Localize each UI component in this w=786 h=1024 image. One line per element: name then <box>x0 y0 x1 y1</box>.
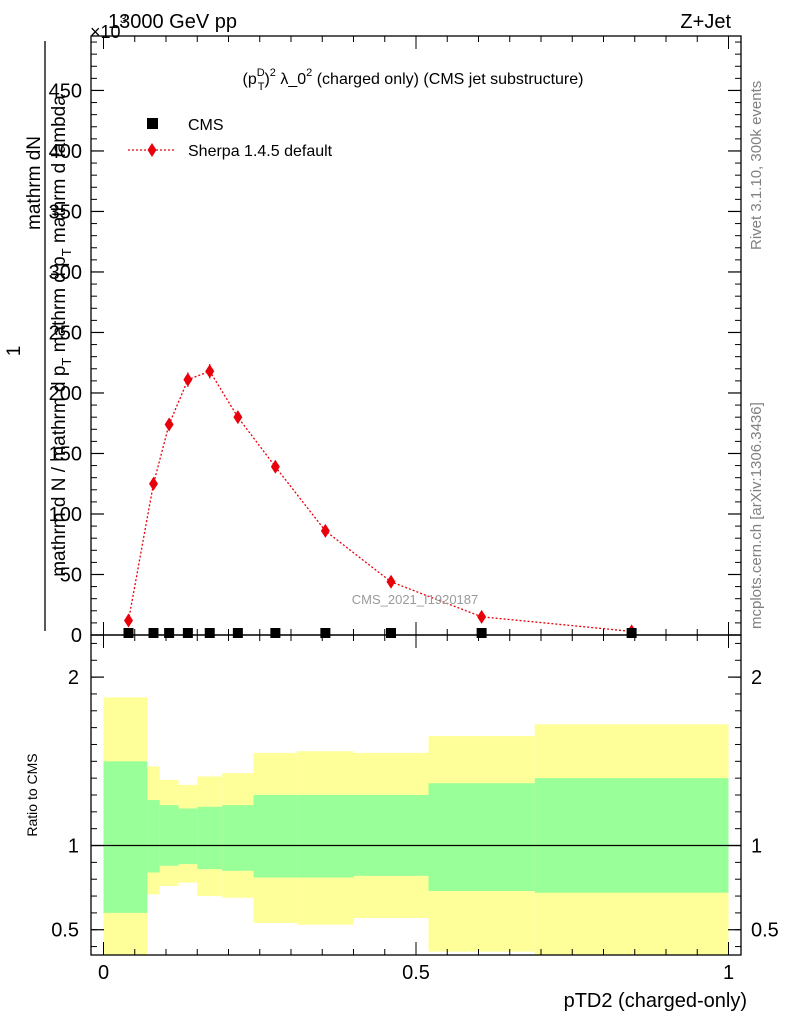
sherpa-point <box>183 372 193 387</box>
legend-sherpa-label: Sherpa 1.4.5 default <box>188 143 333 160</box>
inner-band-bin-7 <box>297 795 354 878</box>
main-y-tick-label: 250 <box>49 322 82 344</box>
main-y-axis-label: mathrm dN 1 mathrm d N / mathrm d pT mat… <box>4 41 74 631</box>
cms-point <box>320 628 331 638</box>
main-y-tick-label: 100 <box>49 504 82 526</box>
main-y-tick-label: 450 <box>49 80 82 102</box>
inner-band-bin-10 <box>534 778 729 893</box>
inner-band-bin-1 <box>147 800 160 873</box>
inner-band-bin-9 <box>428 783 535 891</box>
ratio-y-tick-label-right: 0.5 <box>751 920 779 942</box>
inner-band-bin-3 <box>178 808 198 865</box>
y-label-one: 1 <box>4 346 25 357</box>
y-exponent-power: 3 <box>120 12 127 26</box>
main-y-tick-label: 50 <box>60 564 82 586</box>
inner-band-bin-2 <box>159 805 179 866</box>
inner-band-bin-6 <box>253 795 298 878</box>
ratio-y-tick-label-left: 1 <box>68 836 79 858</box>
cms-point <box>232 628 243 638</box>
ratio-y-tick-label-left: 0.5 <box>51 920 79 942</box>
legend-cms-label: CMS <box>188 117 224 134</box>
sherpa-point <box>124 613 133 628</box>
sherpa-point <box>205 364 215 379</box>
main-y-tick-label: 350 <box>49 201 82 223</box>
x-tick-label: 0 <box>98 962 109 984</box>
legend-cms-marker <box>147 118 158 129</box>
inner-band-bin-8 <box>353 795 429 876</box>
rivet-version-label: Rivet 3.1.10, 300k events <box>748 81 765 250</box>
sherpa-point <box>164 417 174 432</box>
cms-point <box>123 628 134 638</box>
ratio-y-tick-label-left: 2 <box>68 667 79 689</box>
cms-point <box>626 628 637 638</box>
inner-band-bin-0 <box>103 761 148 913</box>
main-y-tick-label: 0 <box>71 625 82 647</box>
inner-band-bin-5 <box>222 805 254 871</box>
cms-point <box>476 628 487 638</box>
sherpa-series-line <box>127 370 632 633</box>
sherpa-point <box>386 574 396 589</box>
plot-title: (pD T)2 λ_02 (charged only) (CMS jet subs… <box>243 67 584 93</box>
ratio-y-axis-label: Ratio to CMS <box>24 753 40 836</box>
cms-point <box>148 628 159 638</box>
ratio-plot-area: 0 0.5 1 0.5 0.5 1 1 2 2 <box>51 634 779 984</box>
mcplots-reference-label: mcplots.cern.ch [arXiv:1306.3436] <box>748 402 765 629</box>
main-y-tick-label: 400 <box>49 141 82 163</box>
cms-point <box>164 628 175 638</box>
legend-sherpa-marker <box>147 143 157 157</box>
ratio-y-tick-label-right: 1 <box>751 836 762 858</box>
main-y-tick-label: 150 <box>49 443 82 465</box>
energy-label: 13000 GeV pp <box>108 11 237 33</box>
main-y-tick-label: 200 <box>49 383 82 405</box>
x-tick-label: 1 <box>723 962 734 984</box>
y-exponent-base: ×10 <box>90 22 121 42</box>
x-tick-label: 0.5 <box>402 962 430 984</box>
cms-point <box>270 628 281 638</box>
sherpa-point <box>270 459 280 474</box>
sherpa-point <box>149 476 158 491</box>
cms-point <box>386 628 396 638</box>
process-label: Z+Jet <box>680 11 731 33</box>
sherpa-point <box>320 523 330 538</box>
sherpa-point <box>477 609 487 624</box>
cms-point <box>182 628 193 638</box>
inner-band-bin-4 <box>197 806 223 870</box>
y-label-numerator: mathrm dN <box>24 136 45 230</box>
ratio-y-tick-label-right: 2 <box>751 667 762 689</box>
x-axis-label: pTD2 (charged-only) <box>564 990 747 1012</box>
main-y-tick-label: 300 <box>49 262 82 284</box>
y-label-denominator: mathrm d N / mathrm d pT mathrm d pT mat… <box>49 95 74 577</box>
cms-point <box>204 628 215 638</box>
analysis-watermark: CMS_2021_I1920187 <box>352 592 479 607</box>
main-plot-area: 0 50 100 150 200 250 300 350 400 450 <box>49 35 742 647</box>
sherpa-point <box>233 410 243 425</box>
